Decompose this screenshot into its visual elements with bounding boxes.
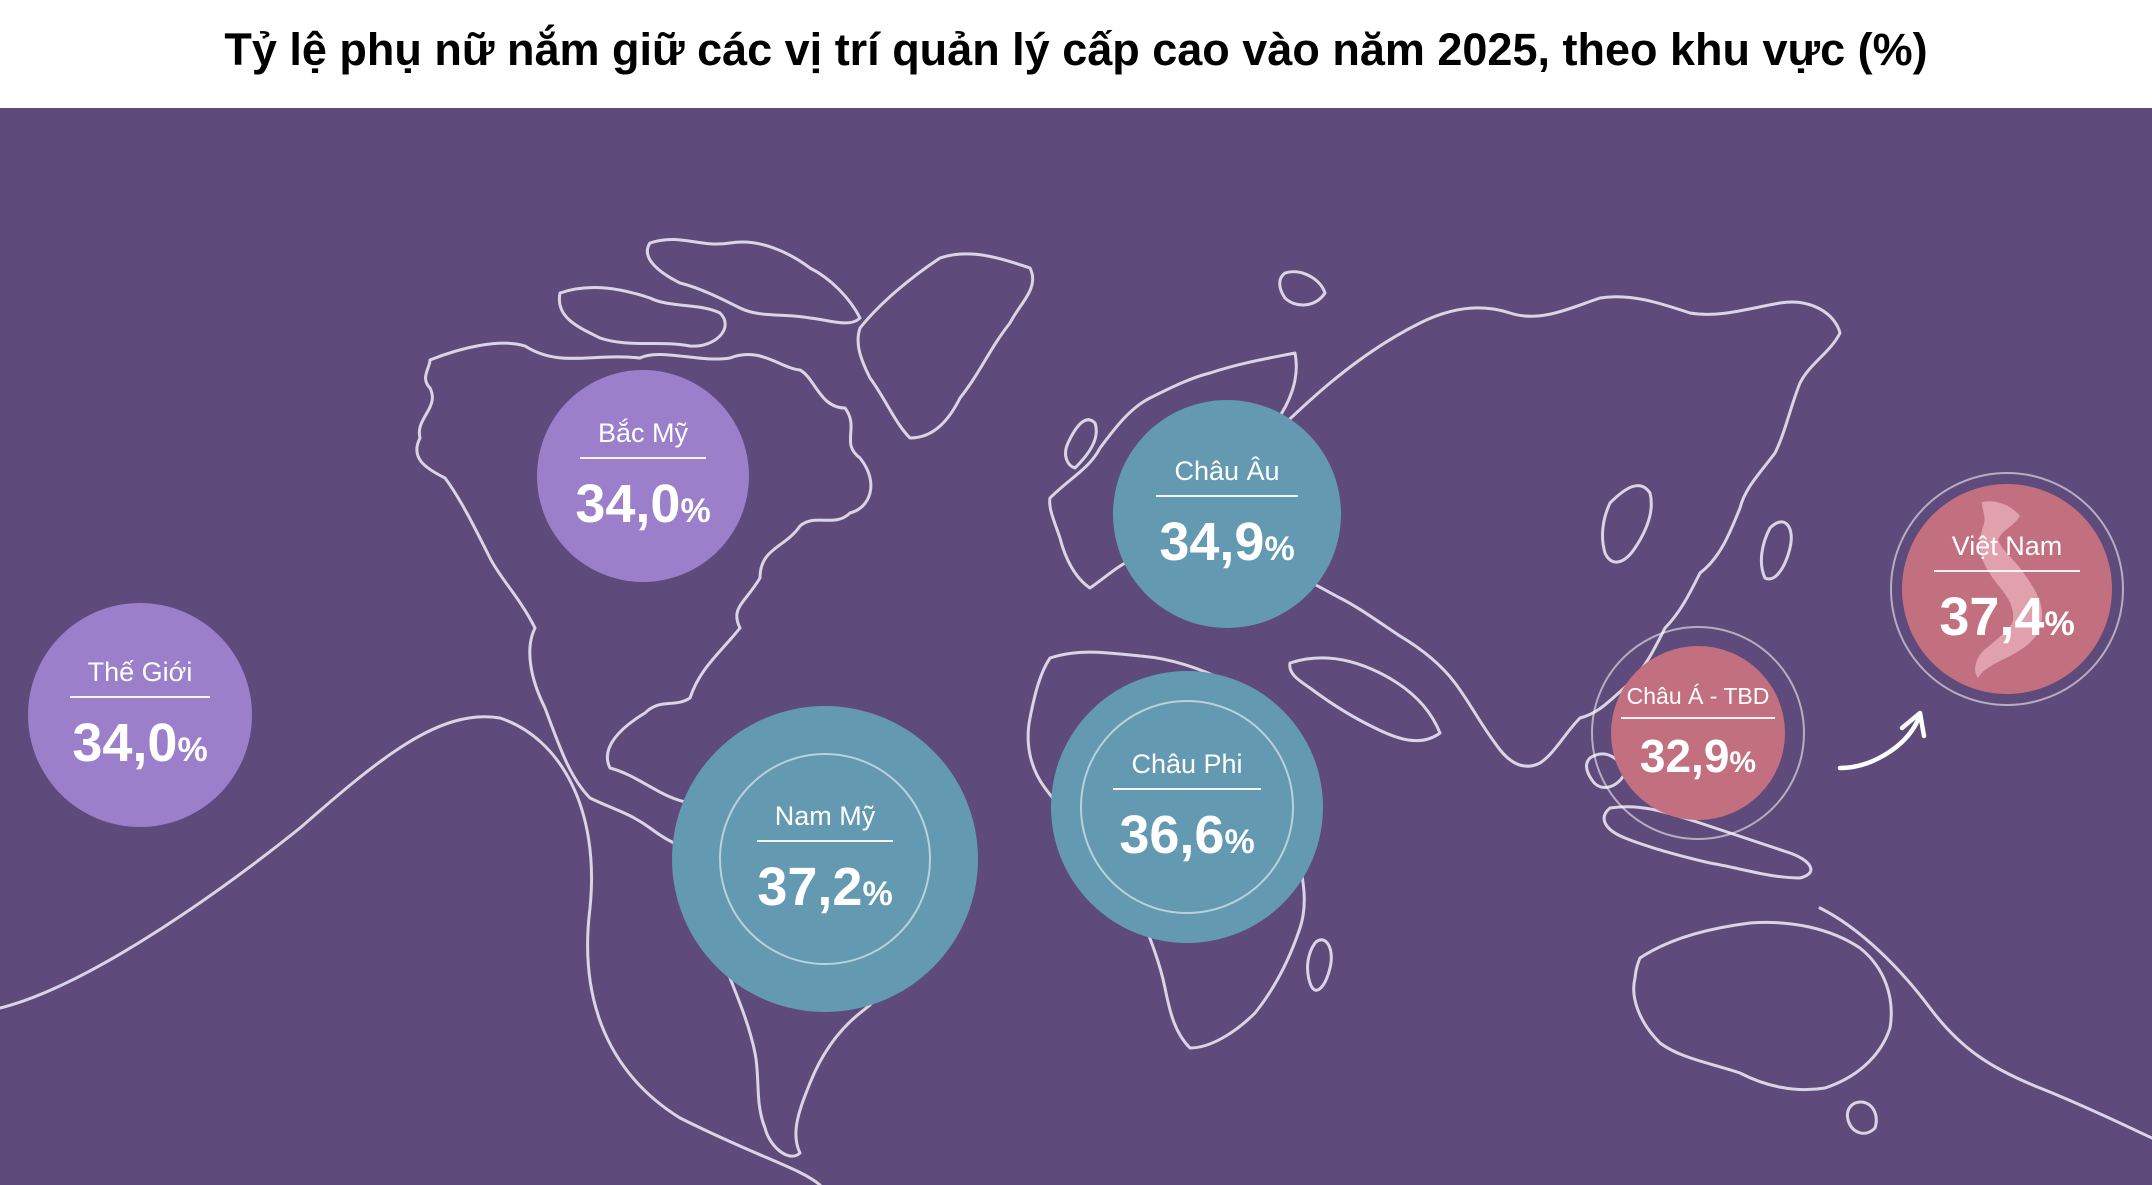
region-label: Châu Phi — [1113, 749, 1261, 790]
chart-title: Tỷ lệ phụ nữ nắm giữ các vị trí quản lý … — [224, 24, 1928, 75]
header: Tỷ lệ phụ nữ nắm giữ các vị trí quản lý … — [0, 0, 2152, 108]
vietnam-map-icon — [1975, 501, 2043, 678]
curved-arrow-icon — [1837, 710, 1927, 771]
region-value: 32,9% — [1639, 730, 1757, 782]
region-value: 36,6% — [1119, 804, 1255, 865]
region-value: 34,9% — [1159, 511, 1295, 572]
region-label: Thế Giới — [69, 657, 211, 698]
region-bubble-asia-pacific: Châu Á - TBD 32,9% — [1591, 626, 1805, 840]
region-label: Bắc Mỹ — [579, 418, 707, 459]
region-label: Việt Nam — [1933, 531, 2081, 572]
region-value: 37,4% — [1939, 586, 2075, 647]
region-value: 37,2% — [757, 856, 893, 917]
region-bubble-south-america: Nam Mỹ 37,2% — [672, 706, 978, 1012]
region-value: 34,0% — [575, 473, 711, 534]
region-label: Nam Mỹ — [756, 801, 894, 842]
world-map-outline — [0, 238, 2152, 1185]
region-value: 34,0% — [72, 712, 208, 773]
region-bubble-europe: Châu Âu 34,9% — [1113, 400, 1341, 628]
region-bubble-world: Thế Giới 34,0% — [28, 603, 252, 827]
region-label: Châu Á - TBD — [1620, 683, 1776, 719]
region-bubble-africa: Châu Phi 36,6% — [1051, 671, 1323, 943]
map-panel: Thế Giới 34,0% Bắc Mỹ 34,0% Nam Mỹ 37,2%… — [0, 108, 2152, 1185]
region-bubble-north-america: Bắc Mỹ 34,0% — [537, 370, 749, 582]
region-label: Châu Âu — [1156, 456, 1298, 497]
region-bubble-vietnam: Việt Nam 37,4% — [1890, 472, 2124, 706]
